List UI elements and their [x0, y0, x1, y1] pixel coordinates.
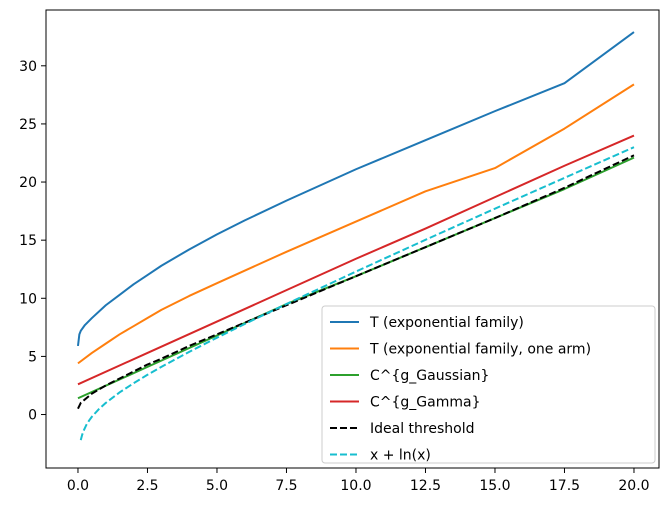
- y-tick-label: 0: [28, 408, 37, 424]
- legend-label-3: C^{g_Gamma}: [370, 395, 481, 411]
- y-tick-label: 5: [28, 349, 37, 365]
- legend-label-1: T (exponential family, one arm): [369, 342, 591, 358]
- y-tick-label: 10: [19, 291, 37, 307]
- legend-box: [321, 305, 656, 464]
- y-axis: 0 5 10 15 20 25 30: [19, 59, 46, 424]
- x-tick-label: 7.5: [275, 478, 297, 494]
- y-tick-label: 15: [19, 233, 37, 249]
- series-line-5: [79, 146, 635, 441]
- plot-lines: [76, 31, 635, 441]
- x-tick-label: 2.5: [136, 478, 158, 494]
- legend: T (exponential family) T (exponential fam…: [321, 305, 656, 464]
- y-tick-label: 25: [19, 117, 37, 133]
- x-tick-label: 0.0: [67, 478, 89, 494]
- plot-frame: [45, 9, 660, 469]
- y-tick-label: 30: [19, 59, 37, 75]
- legend-label-2: C^{g_Gaussian}: [370, 368, 489, 384]
- series-line-0: [76, 31, 635, 347]
- x-tick-label: 12.5: [410, 478, 441, 494]
- series-line-1: [77, 83, 635, 365]
- series-line-3: [77, 134, 635, 386]
- x-tick-label: 20.0: [618, 478, 649, 494]
- y-tick-label: 20: [19, 175, 37, 191]
- series-line-4: [77, 154, 635, 410]
- legend-label-5: x + ln(x): [370, 448, 431, 464]
- legend-label-0: T (exponential family): [369, 315, 524, 331]
- legend-label-4: Ideal threshold: [370, 421, 474, 437]
- x-axis: 0.0 2.5 5.0 7.5 10.0 12.5 15.0 17.5 20.0: [67, 468, 650, 494]
- x-tick-label: 15.0: [479, 478, 510, 494]
- x-tick-label: 10.0: [340, 478, 371, 494]
- x-tick-label: 5.0: [206, 478, 228, 494]
- x-tick-label: 17.5: [549, 478, 580, 494]
